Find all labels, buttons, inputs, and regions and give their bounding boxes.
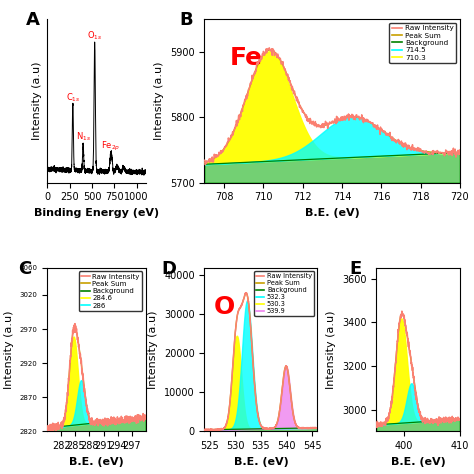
Y-axis label: Intensity (a.u): Intensity (a.u) <box>32 62 42 140</box>
Text: A: A <box>26 11 40 29</box>
Text: Fe$_{2p}$: Fe$_{2p}$ <box>101 140 120 153</box>
Legend: Raw Intensity, Peak Sum, Background, 284.6, 286: Raw Intensity, Peak Sum, Background, 284… <box>79 271 142 311</box>
Y-axis label: Intensity (a.u): Intensity (a.u) <box>327 310 337 389</box>
Text: N$_{1s}$: N$_{1s}$ <box>75 130 91 143</box>
Text: O: O <box>213 294 235 319</box>
Y-axis label: Intensity (a.u): Intensity (a.u) <box>4 310 14 389</box>
Y-axis label: Intensity (a.u): Intensity (a.u) <box>155 62 164 140</box>
Text: C: C <box>18 260 31 277</box>
Text: D: D <box>162 260 177 277</box>
X-axis label: B.E. (eV): B.E. (eV) <box>234 456 288 466</box>
Text: B: B <box>179 11 192 29</box>
X-axis label: Binding Energy (eV): Binding Energy (eV) <box>34 208 159 218</box>
Y-axis label: Intensity (a.u): Intensity (a.u) <box>148 310 158 389</box>
X-axis label: B.E. (eV): B.E. (eV) <box>69 456 124 466</box>
Legend: Raw Intensity, Peak Sum, Background, 714.5, 710.3: Raw Intensity, Peak Sum, Background, 714… <box>389 23 456 63</box>
X-axis label: B.E. (eV): B.E. (eV) <box>391 456 446 466</box>
Legend: Raw Intensity, Peak Sum, Background, 532.3, 530.3, 539.9: Raw Intensity, Peak Sum, Background, 532… <box>254 271 314 316</box>
X-axis label: B.E. (eV): B.E. (eV) <box>305 208 359 218</box>
Text: C$_{1s}$: C$_{1s}$ <box>65 91 80 104</box>
Text: O$_{1s}$: O$_{1s}$ <box>87 30 102 42</box>
Text: Fe: Fe <box>230 46 263 70</box>
Text: E: E <box>350 260 362 277</box>
